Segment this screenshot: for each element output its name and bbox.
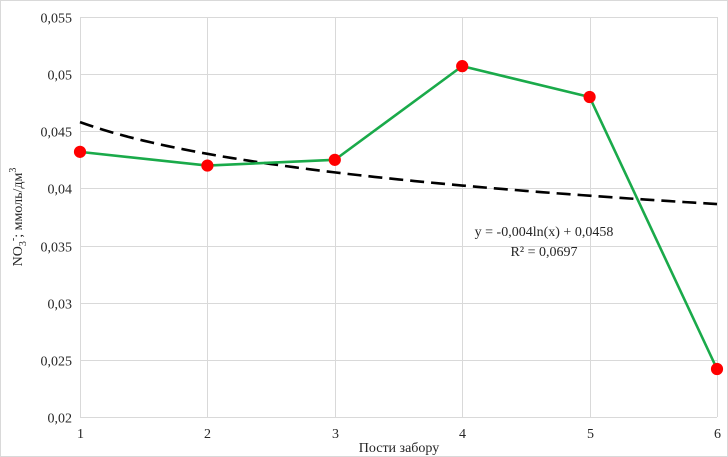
data-point — [456, 60, 469, 73]
data-point — [583, 90, 596, 104]
data-point — [73, 145, 87, 158]
y-axis-title-subscript: 3 — [18, 241, 29, 246]
x-tick-label: 2 — [204, 427, 211, 442]
grid-lines — [80, 17, 718, 418]
annotations: y = -0,004ln(x) + 0,0458 R² = 0,0697 — [475, 225, 614, 260]
y-tick-label: 0,055 — [41, 12, 73, 27]
y-axis-title: NO3-; ммоль/дм3 — [8, 168, 29, 267]
y-tick-label: 0,04 — [48, 183, 73, 198]
x-tick-labels: 1 2 3 4 5 6 — [77, 427, 721, 442]
trendline-r-squared: R² = 0,0697 — [511, 245, 578, 260]
data-point — [201, 159, 214, 172]
x-tick-label: 3 — [332, 427, 339, 442]
y-tick-labels: 0,02 0,025 0,03 0,035 0,04 0,045 0,05 0,055 — [41, 12, 73, 427]
y-tick-label: 0,02 — [48, 412, 73, 427]
series-group — [73, 60, 724, 376]
x-tick-label: 5 — [587, 427, 594, 442]
trendline-group — [79, 120, 718, 206]
trendline-equation: y = -0,004ln(x) + 0,0458 — [475, 225, 614, 240]
data-point — [710, 362, 724, 376]
y-tick-label: 0,025 — [41, 355, 73, 370]
y-axis-title-unit-superscript: 3 — [8, 168, 19, 173]
y-axis-title-unit: ; ммоль/дм — [11, 172, 26, 237]
series-line — [79, 64, 719, 370]
trendline — [79, 120, 718, 206]
y-tick-label: 0,045 — [41, 126, 73, 141]
y-axis-title-base: NO — [11, 246, 26, 266]
y-tick-label: 0,05 — [48, 69, 73, 84]
x-tick-label: 4 — [459, 427, 466, 442]
data-point — [328, 153, 341, 166]
y-axis-title-superscript: - — [8, 238, 19, 241]
x-axis-title: Пости забору — [359, 441, 439, 456]
x-tick-label: 6 — [714, 427, 721, 442]
x-tick-label: 1 — [77, 427, 84, 442]
y-tick-label: 0,03 — [48, 298, 73, 313]
y-tick-label: 0,035 — [41, 241, 73, 256]
